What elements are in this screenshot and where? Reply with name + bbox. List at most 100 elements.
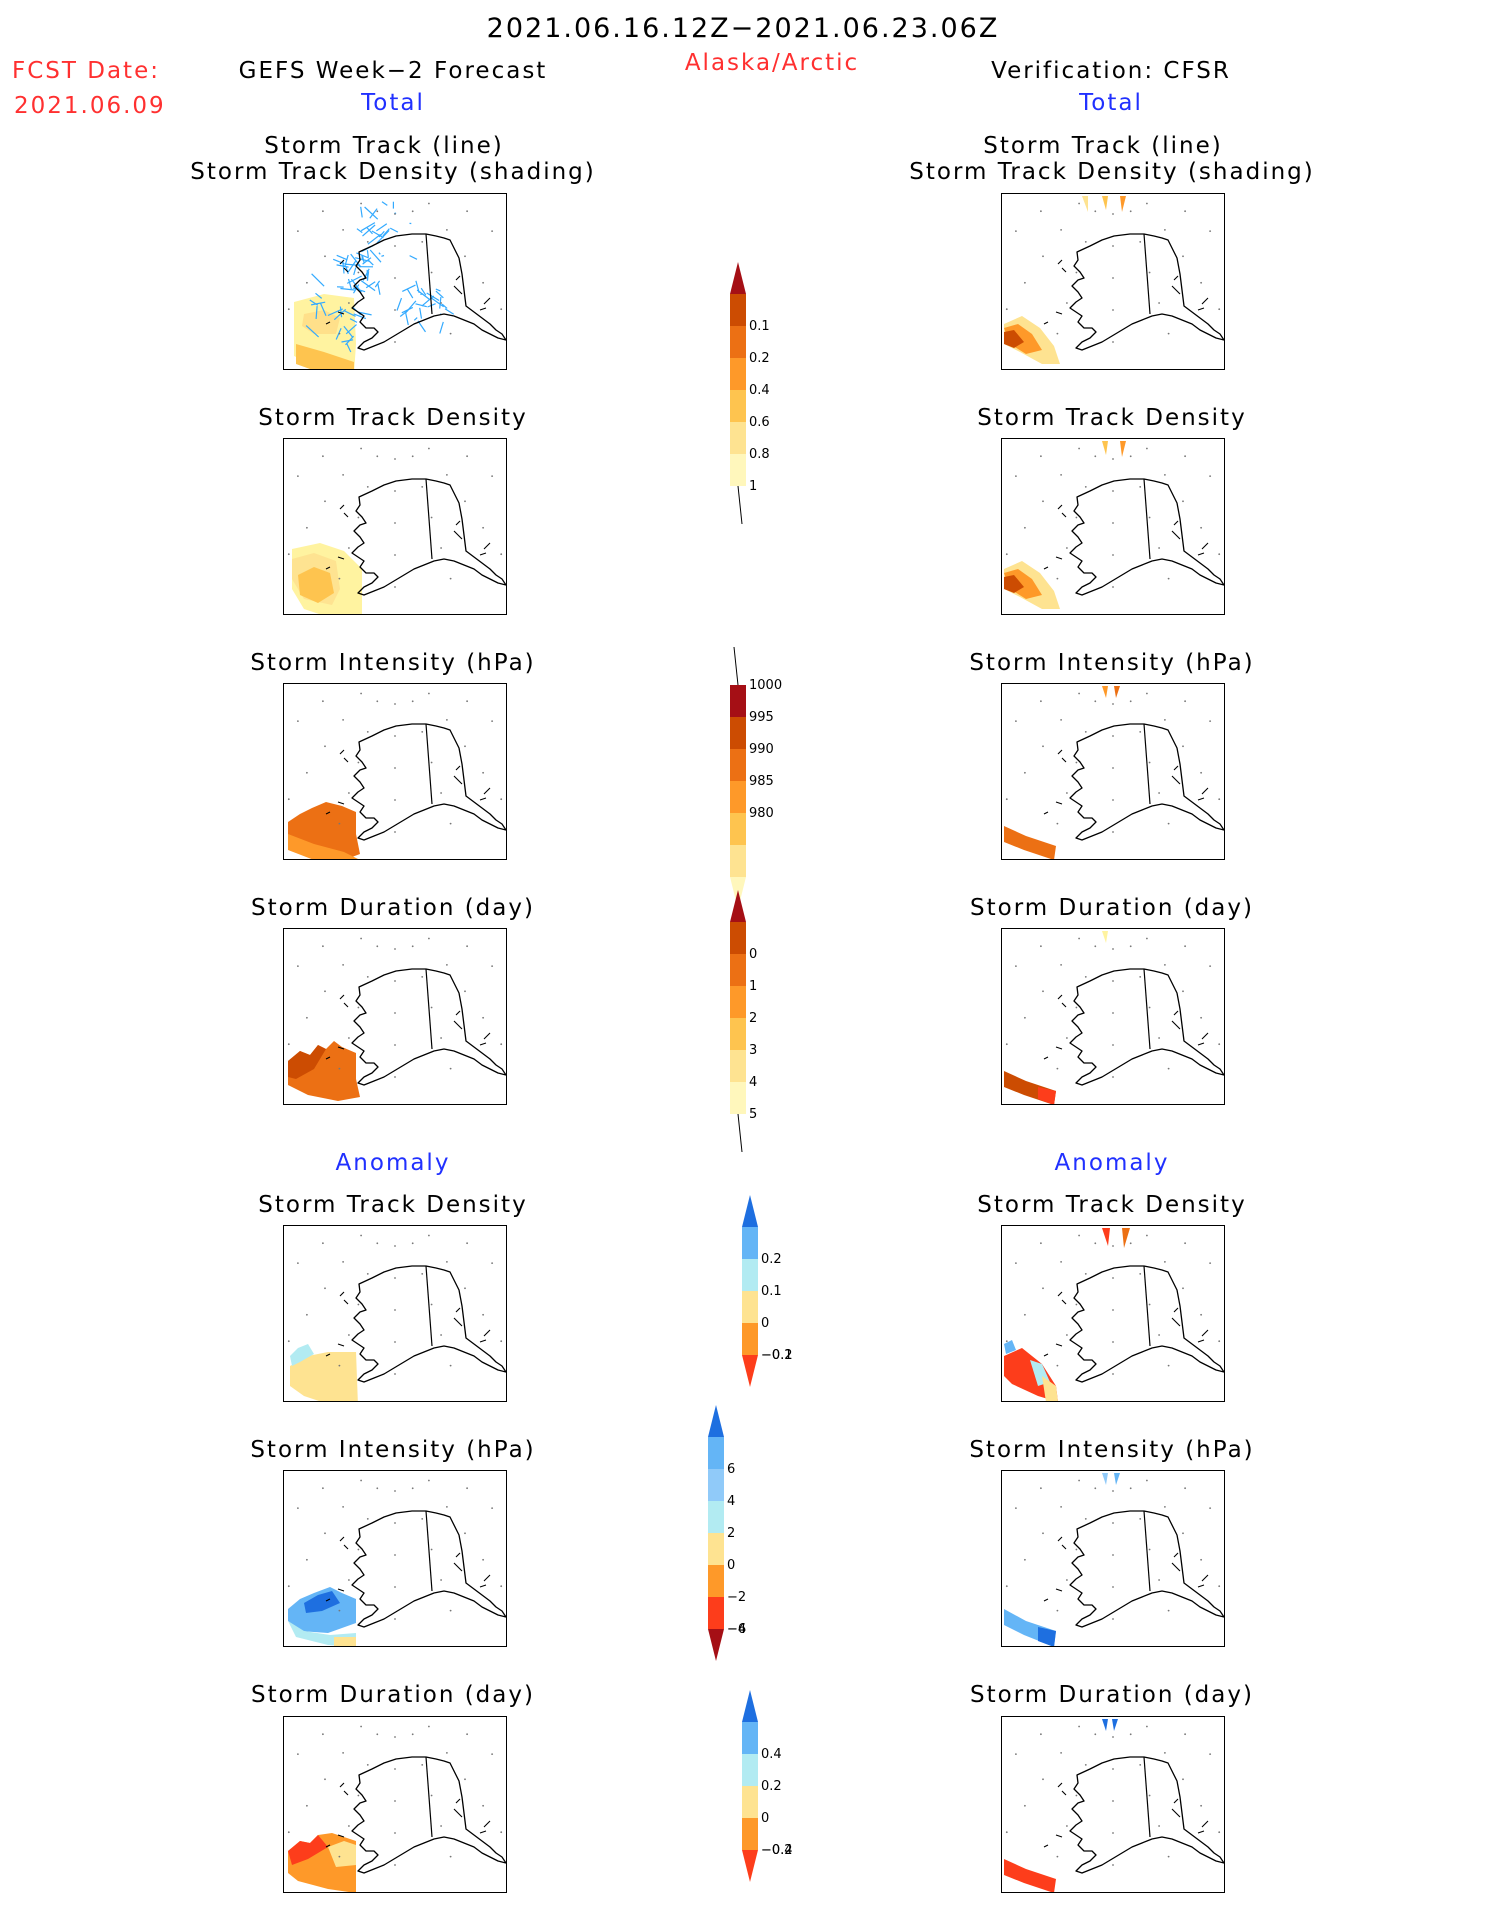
coast-detail: [1044, 1047, 1062, 1059]
fcst-anom-duration-panel: [283, 1716, 507, 1893]
colorbar-band: [708, 1437, 724, 1469]
left-total-label: Total: [361, 92, 425, 115]
colorbar-band: [742, 1323, 758, 1355]
right-duration-title: Storm Duration (day): [970, 897, 1254, 920]
right-anom-duration-title: Storm Duration (day): [970, 1684, 1254, 1707]
left-track-shading-title: Storm Track Density (shading): [190, 161, 595, 184]
colorbar-tick-label: 0: [761, 1811, 769, 1826]
colorbar-band: [708, 1533, 724, 1565]
left-anom-density-title: Storm Track Density: [258, 1194, 527, 1217]
colorbar-band: [742, 1754, 758, 1786]
coast-detail: [1198, 298, 1208, 310]
colorbar-band: [730, 1082, 746, 1114]
coast-detail: [1058, 260, 1066, 272]
left-anomaly-label: Anomaly: [336, 1152, 451, 1175]
coast-detail: [340, 1292, 348, 1304]
colorbar-band: [730, 294, 746, 326]
left-column-title: GEFS Week−2 Forecast: [239, 60, 548, 83]
verif-anom-density-panel: [1001, 1225, 1225, 1402]
fcst-density-panel: [283, 438, 507, 615]
coast-detail: [340, 505, 348, 517]
colorbar-band: [730, 813, 746, 845]
verif-duration-panel: [1001, 928, 1225, 1105]
shaded-area: [1004, 1859, 1056, 1892]
colorbar-tick-label: 6: [727, 1462, 735, 1477]
coast-detail: [340, 995, 348, 1007]
colorbar-band: [742, 1818, 758, 1850]
coast-detail: [1198, 788, 1208, 800]
coast-detail: [454, 276, 462, 294]
colorbar-band: [730, 1018, 746, 1050]
colorbar-tick-label: 0.1: [749, 319, 770, 334]
colorbar-tick-label: −0.4: [761, 1843, 793, 1858]
shaded-area: [1038, 1627, 1056, 1646]
alaska-coastline: [352, 969, 506, 1085]
coast-detail: [1058, 995, 1066, 1007]
verif-anom-intensity-panel: [1001, 1470, 1225, 1647]
shaded-area: [1102, 1719, 1108, 1731]
fcst-anom-intensity-panel: [283, 1470, 507, 1647]
coast-detail: [480, 788, 490, 800]
colorbar-tick-label: 980: [749, 806, 774, 821]
alaska-coastline: [1070, 969, 1224, 1085]
coast-detail: [1172, 1553, 1180, 1571]
coast-detail: [340, 1783, 348, 1795]
coast-detail: [1198, 543, 1208, 555]
right-anom-intensity-title: Storm Intensity (hPa): [969, 1439, 1254, 1462]
alaska-coastline: [1070, 479, 1224, 595]
colorbar-band: [708, 1501, 724, 1533]
shaded-area: [1038, 1087, 1056, 1104]
coast-detail: [480, 543, 490, 555]
alaska-coastline: [352, 724, 506, 840]
left-duration-title: Storm Duration (day): [251, 897, 535, 920]
colorbar-tick-label: −0.2: [761, 1348, 793, 1363]
coast-detail: [1044, 1344, 1062, 1356]
coast-detail: [1044, 312, 1062, 324]
right-track-shading-title: Storm Track Density (shading): [909, 161, 1314, 184]
colorbar-tick-label: 0: [727, 1558, 735, 1573]
shaded-area: [1114, 686, 1120, 698]
colorbar-max-arrow: [742, 1690, 758, 1722]
verif-density-panel: [1001, 438, 1225, 615]
right-anom-density-title: Storm Track Density: [977, 1194, 1246, 1217]
coast-detail: [454, 1011, 462, 1029]
canada-border: [426, 479, 432, 559]
canada-border: [426, 1266, 432, 1346]
colorbar-tick-label: 0.2: [761, 1252, 782, 1267]
colorbar-max-arrow: [730, 890, 746, 922]
colorbar-band: [742, 1722, 758, 1754]
shaded-area: [1102, 196, 1108, 210]
colorbar-band: [730, 845, 746, 877]
verif-intensity-panel: [1001, 683, 1225, 860]
fcst-track-panel: [283, 193, 507, 370]
colorbar-band: [730, 781, 746, 813]
coast-detail: [454, 1553, 462, 1571]
canada-border: [1144, 1757, 1150, 1837]
colorbar-band: [730, 358, 746, 390]
right-intensity-title: Storm Intensity (hPa): [969, 652, 1254, 675]
coast-detail: [1058, 1292, 1066, 1304]
colorbar-tick-label: 0.2: [749, 351, 770, 366]
coast-detail: [480, 1330, 490, 1342]
canada-border: [426, 724, 432, 804]
right-column-title: Verification: CFSR: [991, 60, 1231, 83]
shaded-area: [1004, 826, 1056, 859]
colorbar-tick-label: 0.4: [749, 383, 770, 398]
coast-detail: [1172, 766, 1180, 784]
colorbar-tick-label: 4: [749, 1075, 757, 1090]
coast-detail: [1172, 1011, 1180, 1029]
colorbar-tick-label: 4: [727, 1494, 735, 1509]
colorbar-band: [708, 1597, 724, 1629]
colorbar-tick-label: 2: [727, 1526, 735, 1541]
colorbar-max-arrow: [742, 1195, 758, 1227]
coast-detail: [454, 1308, 462, 1326]
left-anom-intensity-title: Storm Intensity (hPa): [250, 1439, 535, 1462]
left-intensity-title: Storm Intensity (hPa): [250, 652, 535, 675]
colorbar-tick-label: 0.4: [761, 1747, 782, 1762]
shaded-area: [1122, 1228, 1130, 1248]
fcst-date-label: FCST Date:: [12, 60, 160, 83]
left-track-line-title: Storm Track (line): [264, 135, 503, 158]
